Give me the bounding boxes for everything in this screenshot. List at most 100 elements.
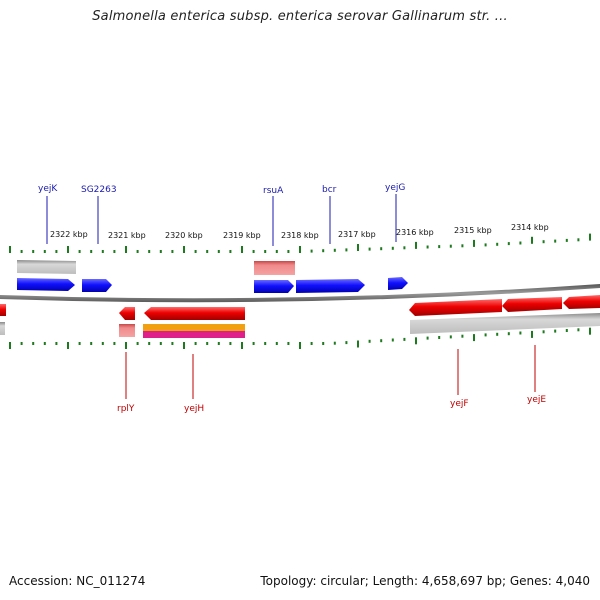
minor-tick: [484, 333, 487, 337]
minor-tick: [368, 247, 371, 251]
gene-yejE-arrow[interactable]: [502, 297, 562, 312]
bottom-feature-gray-right[interactable]: [410, 313, 600, 334]
minor-tick: [113, 250, 116, 253]
major-tick: [589, 327, 591, 335]
minor-tick: [194, 250, 197, 253]
minor-tick: [577, 328, 580, 332]
rplY-feature-pink[interactable]: [119, 324, 135, 337]
scale-label: 2315 kbp: [454, 226, 492, 235]
bottom-tick-track: [9, 327, 591, 349]
minor-tick: [90, 342, 93, 345]
gene-bcr-arrow[interactable]: [296, 279, 365, 293]
minor-tick: [565, 238, 568, 242]
minor-tick: [391, 246, 394, 250]
major-tick: [67, 246, 69, 253]
minor-tick: [438, 336, 441, 339]
gene-rsuA-arrow[interactable]: [254, 280, 294, 293]
major-tick: [473, 239, 475, 247]
minor-tick: [171, 342, 174, 345]
minor-tick: [426, 336, 429, 340]
gene-label-bcr[interactable]: bcr: [322, 185, 337, 195]
major-tick: [183, 342, 185, 349]
minor-tick: [542, 330, 545, 334]
major-tick: [9, 342, 11, 349]
scale-labels: 2322 kbp 2321 kbp 2320 kbp 2319 kbp 2318…: [50, 223, 549, 240]
gene-yejH-arrow[interactable]: [144, 307, 245, 320]
gene-label-rplY[interactable]: rplY: [117, 404, 135, 414]
scale-label: 2319 kbp: [223, 231, 261, 240]
minor-tick: [78, 250, 81, 253]
minor-tick: [322, 249, 325, 253]
minor-tick: [229, 342, 232, 345]
minor-tick: [264, 342, 267, 345]
top-feature-pink[interactable]: [254, 261, 295, 275]
genome-backbone: [0, 284, 600, 303]
accession-text: Accession: NC_011274: [9, 574, 146, 588]
minor-tick: [206, 342, 209, 345]
gene-yejK-arrow[interactable]: [17, 278, 75, 291]
major-tick: [357, 244, 359, 251]
yejH-feature-orange[interactable]: [143, 324, 245, 331]
minor-tick: [159, 342, 162, 345]
gene-SG2263-arrow[interactable]: [82, 279, 112, 292]
gene-yejG-arrow[interactable]: [388, 277, 408, 290]
minor-tick: [380, 247, 383, 251]
minor-tick: [90, 250, 93, 253]
top-feature-gray[interactable]: [17, 260, 76, 274]
minor-tick: [148, 250, 151, 253]
minor-tick: [43, 250, 46, 253]
gene-rplY-arrow[interactable]: [119, 307, 135, 320]
major-tick: [125, 246, 127, 253]
gene-label-rsuA[interactable]: rsuA: [263, 186, 284, 196]
minor-tick: [310, 249, 313, 253]
minor-tick: [403, 246, 406, 250]
genome-stats-text: Topology: circular; Length: 4,658,697 bp…: [260, 574, 590, 588]
minor-tick: [426, 245, 429, 249]
minor-tick: [275, 250, 278, 253]
minor-tick: [577, 238, 580, 242]
minor-tick: [333, 341, 336, 345]
scale-label: 2317 kbp: [338, 230, 376, 239]
major-tick: [183, 246, 185, 253]
minor-tick: [32, 250, 35, 253]
minor-tick: [159, 250, 162, 253]
minor-tick: [287, 342, 290, 345]
minor-tick: [484, 243, 487, 247]
gene-label-yejG[interactable]: yejG: [385, 183, 405, 193]
minor-tick: [461, 244, 464, 248]
minor-tick: [229, 250, 232, 253]
minor-tick: [113, 342, 116, 345]
gene-label-SG2263[interactable]: SG2263: [81, 185, 117, 195]
major-tick: [357, 340, 359, 348]
genome-title: Salmonella enterica subsp. enterica sero…: [92, 9, 508, 24]
gene-label-yejH[interactable]: yejH: [184, 404, 204, 414]
gene-label-yejE[interactable]: yejE: [527, 395, 546, 405]
minor-tick: [264, 250, 267, 253]
minor-tick: [461, 334, 464, 338]
minor-tick: [519, 331, 522, 335]
forward-genes: [17, 277, 408, 293]
minor-tick: [507, 332, 510, 336]
gene-right-edge-arrow[interactable]: [563, 295, 600, 309]
gene-label-yejK[interactable]: yejK: [38, 184, 58, 194]
minor-tick: [554, 329, 557, 333]
minor-tick: [554, 239, 557, 243]
gene-label-yejF[interactable]: yejF: [450, 399, 469, 409]
minor-tick: [507, 242, 510, 246]
reverse-genes: [0, 295, 600, 320]
bottom-feature-gray-left[interactable]: [0, 322, 5, 335]
minor-tick: [252, 250, 255, 253]
major-tick: [589, 233, 591, 241]
major-tick: [415, 337, 417, 345]
minor-tick: [101, 342, 104, 345]
major-tick: [531, 330, 533, 338]
minor-tick: [78, 342, 81, 345]
yejH-feature-magenta[interactable]: [143, 331, 245, 338]
minor-tick: [287, 250, 290, 253]
gene-left-edge-arrow[interactable]: [0, 304, 6, 316]
footer-bar: Accession: NC_011274 Topology: circular;…: [0, 574, 600, 592]
minor-tick: [496, 332, 499, 336]
scale-label: 2322 kbp: [50, 230, 88, 239]
gene-yejF-arrow[interactable]: [409, 299, 502, 316]
